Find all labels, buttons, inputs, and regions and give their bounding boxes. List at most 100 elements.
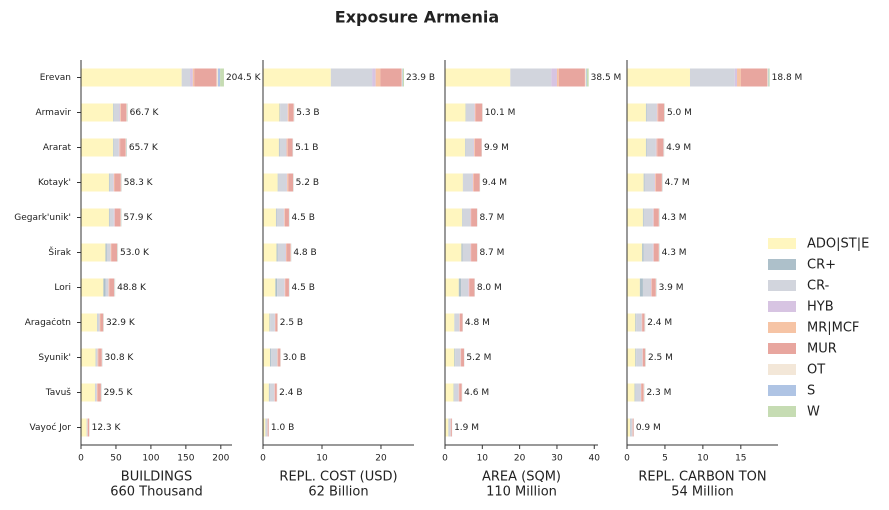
bar-segment — [263, 68, 331, 87]
bar-segment — [653, 208, 659, 227]
x-tick-label: 30 — [551, 454, 563, 464]
bar-segment — [287, 138, 293, 157]
bar-segment — [220, 68, 224, 87]
bar-segment — [642, 313, 645, 332]
bar-segment — [106, 243, 111, 262]
bar-segment — [287, 103, 288, 122]
bar-segment — [81, 418, 87, 437]
bar-segment — [105, 243, 107, 262]
bar-segment — [627, 348, 636, 367]
bar-segment — [81, 103, 114, 122]
bar-segment — [99, 313, 101, 332]
x-tick-label: 15 — [735, 454, 746, 464]
bar-segment — [120, 138, 126, 157]
bar-segment — [471, 243, 478, 262]
bar-segment — [632, 418, 634, 437]
bar-segment — [644, 173, 655, 192]
bar-segment — [768, 68, 770, 87]
legend-label: W — [807, 405, 820, 420]
bar-segment — [643, 173, 645, 192]
bar-segment — [81, 278, 104, 297]
total-label: 4.8 B — [293, 248, 316, 258]
bar-segment — [263, 418, 266, 437]
bar-segment — [643, 243, 653, 262]
bar-segment — [275, 278, 278, 297]
bar-segment — [445, 418, 449, 437]
bar-segment — [461, 243, 463, 262]
bar-segment — [286, 243, 291, 262]
bar-segment — [474, 138, 475, 157]
x-tick-label: 40 — [589, 454, 601, 464]
total-label: 4.3 M — [662, 213, 687, 223]
bar-segment — [656, 103, 658, 122]
bar-segment — [95, 383, 97, 402]
bar-segment — [651, 278, 656, 297]
bar-segment — [267, 418, 269, 437]
y-tick-label: Gegark'unik' — [14, 213, 71, 223]
legend-label: MR|MCF — [807, 321, 859, 336]
bar-segment — [653, 243, 659, 262]
legend-label: HYB — [807, 300, 834, 315]
bar-segment — [655, 173, 656, 192]
bar-segment — [634, 383, 636, 402]
bar-segment — [627, 138, 646, 157]
bar-segment — [278, 138, 280, 157]
bar-segment — [275, 208, 277, 227]
bar-segment — [81, 138, 114, 157]
y-tick-label: Tavuš — [45, 387, 72, 398]
x-axis-label: REPL. CARBON TON — [638, 470, 766, 485]
bar-segment — [627, 173, 644, 192]
bar-segment — [445, 348, 455, 367]
x-tick-label: 10 — [477, 454, 489, 464]
bar-segment — [459, 383, 462, 402]
total-label: 1.0 B — [271, 423, 294, 433]
bar-segment — [277, 278, 285, 297]
bar-segment — [445, 103, 466, 122]
total-label: 4.8 M — [465, 318, 490, 328]
bar-segment — [658, 103, 665, 122]
bar-segment — [263, 383, 269, 402]
legend-swatch — [768, 406, 796, 417]
x-axis-label: BUILDINGS — [121, 470, 192, 485]
bar-segment — [475, 103, 483, 122]
bar-segment — [448, 418, 451, 437]
bar-segment — [270, 313, 275, 332]
bar-segment — [641, 383, 644, 402]
bar-segment — [81, 208, 109, 227]
bar-segment — [445, 313, 455, 332]
bar-segment — [263, 173, 278, 192]
total-label: 8.7 M — [479, 248, 504, 258]
legend-label: CR+ — [807, 258, 836, 273]
bar-segment — [105, 278, 109, 297]
bar-segment — [280, 103, 288, 122]
bar-segment — [454, 313, 460, 332]
bar-segment — [276, 208, 284, 227]
bar-segment — [645, 103, 647, 122]
legend-label: CR- — [807, 279, 830, 294]
bar-segment — [473, 173, 480, 192]
bar-segment — [109, 278, 115, 297]
bar-segment — [181, 68, 191, 87]
bar-segment — [459, 313, 463, 332]
y-tick-label: Syunik' — [38, 353, 71, 363]
bar-segment — [627, 68, 690, 87]
bar-segment — [287, 103, 289, 122]
bar-segment — [643, 208, 653, 227]
bar-segment — [274, 383, 277, 402]
bar-segment — [657, 103, 659, 122]
legend-swatch — [768, 343, 796, 354]
bar-segment — [119, 138, 121, 157]
bar-segment — [458, 278, 462, 297]
bar-segment — [635, 348, 637, 367]
bar-segment — [81, 383, 95, 402]
bar-segment — [190, 68, 193, 87]
chart-title: Exposure Armenia — [335, 8, 499, 27]
bar-segment — [635, 313, 637, 332]
total-label: 8.7 M — [479, 213, 504, 223]
y-tick-label: Širak — [48, 246, 71, 258]
x-tick-label: 5 — [662, 454, 668, 464]
bar-segment — [471, 208, 478, 227]
bar-segment — [87, 418, 90, 437]
total-label: 57.9 K — [123, 213, 153, 223]
